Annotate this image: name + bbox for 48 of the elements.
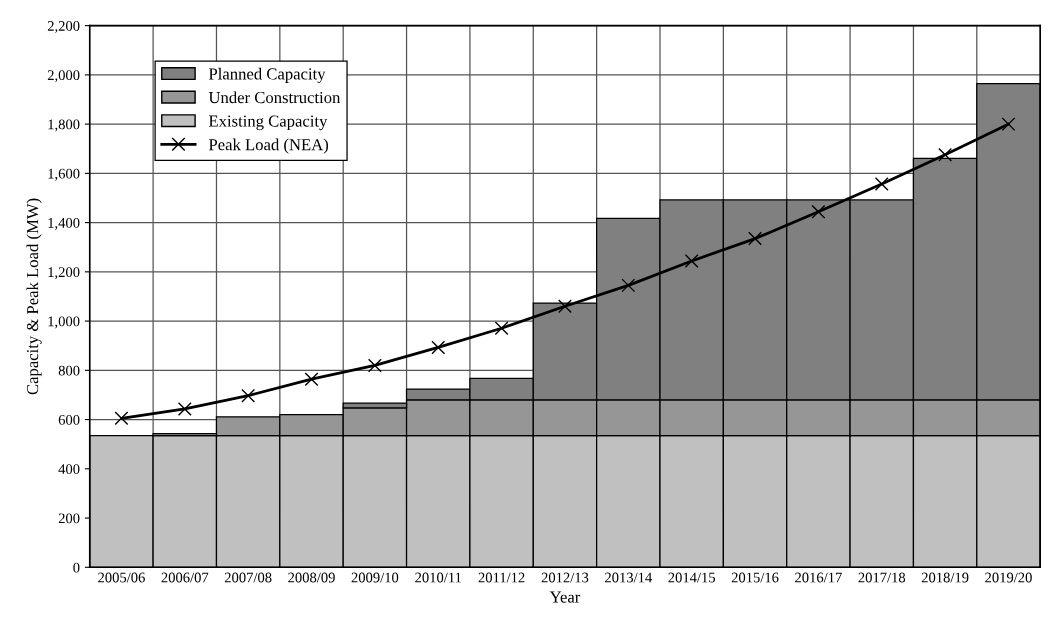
y-tick-label: 2,000 [47,70,80,83]
y-axis-title: Capacity & Peak Load (MW) [26,198,42,395]
x-tick-label: 2019/20 [985,572,1032,583]
y-tick-label: 1,800 [48,119,80,132]
legend-label: Under Construction [208,91,341,104]
y-tick-label: 1,600 [48,168,80,181]
point [431,340,446,355]
legend-label: Existing Capacity [208,115,328,131]
y-tick-label: 800 [58,365,80,376]
y-tick-label: 400 [58,464,80,475]
x-tick-label: 2007/08 [224,572,272,583]
x-tick-label: 2009/10 [351,572,399,583]
x-tick-label: 2017/18 [858,572,906,583]
x-tick-label: 2010/11 [415,572,461,583]
x-tick-label: 2012/13 [541,572,589,583]
y-tick-label: 600 [58,414,80,425]
legend-label: Peak Load (NEA) [208,138,329,154]
y-tick-label: 1,400 [48,217,80,230]
x-tick-label: 2008/09 [288,572,335,583]
point [1001,117,1016,132]
y-tick-label: 1,200 [48,267,80,280]
point [811,204,826,219]
x-tick-label: 2005/06 [98,572,145,583]
y-tick-label: 2,200 [47,21,80,33]
x-tick-label: 2016/17 [795,572,842,583]
point [874,177,889,191]
point [938,147,953,162]
y-tick-label: 200 [58,513,80,524]
y-tick-label: 1,000 [48,316,80,329]
point [684,254,699,268]
legend-label: Planned Capacity [208,67,326,83]
point [494,321,509,336]
point [177,402,192,416]
x-tick-label: 2014/15 [668,572,716,583]
x-tick-label: 2011/12 [478,572,525,583]
point [621,278,636,293]
point [748,231,762,246]
x-tick-label: 2015/16 [731,572,779,583]
x-tick-label: 2013/14 [605,572,652,583]
point [241,388,256,403]
point [558,299,572,314]
x-tick-label: 2018/19 [921,572,969,583]
point [304,372,319,387]
point [367,358,382,373]
x-axis-title: Year [549,591,581,603]
x-tick-label: 2006/07 [161,572,209,583]
y-tick-label: 0 [73,562,80,573]
point [114,411,129,426]
